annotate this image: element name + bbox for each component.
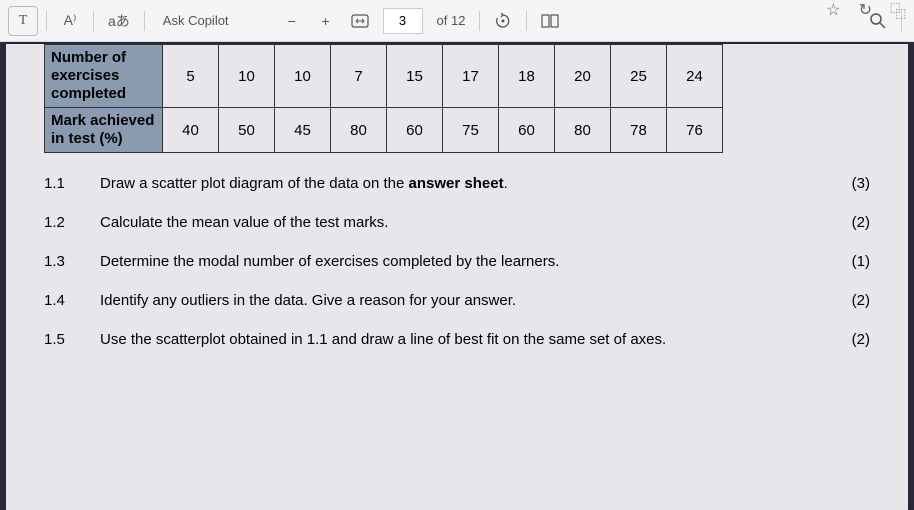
translate-icon: aあ — [108, 11, 130, 31]
table-cell: 76 — [667, 108, 723, 153]
row-header-marks: Mark achieved in test (%) — [45, 108, 163, 153]
separator — [46, 11, 47, 31]
question-item: 1.5 Use the scatterplot obtained in 1.1 … — [44, 329, 870, 350]
fit-icon — [351, 14, 369, 28]
document-page: Number of exercises completed 5 10 10 7 … — [6, 44, 908, 510]
question-marks: (3) — [830, 173, 870, 194]
separator — [144, 11, 145, 31]
question-item: 1.4 Identify any outliers in the data. G… — [44, 290, 870, 311]
star-icon[interactable]: ☆ — [826, 0, 840, 20]
fit-page-button[interactable] — [345, 6, 375, 36]
table-cell: 80 — [331, 108, 387, 153]
table-row: Number of exercises completed 5 10 10 7 … — [45, 45, 723, 108]
table-row: Mark achieved in test (%) 40 50 45 80 60… — [45, 108, 723, 153]
data-table: Number of exercises completed 5 10 10 7 … — [44, 44, 723, 153]
read-aloud-button[interactable]: A⁾ — [55, 6, 85, 36]
question-marks: (2) — [830, 290, 870, 311]
row-header-exercises: Number of exercises completed — [45, 45, 163, 108]
panels-icon[interactable]: ⿻ — [890, 0, 906, 22]
table-cell: 5 — [163, 45, 219, 108]
text-tool-icon: T — [19, 13, 28, 29]
question-number: 1.5 — [44, 329, 100, 350]
table-cell: 75 — [443, 108, 499, 153]
table-cell: 24 — [667, 45, 723, 108]
table-cell: 18 — [499, 45, 555, 108]
question-text: Draw a scatter plot diagram of the data … — [100, 173, 830, 194]
page-view-button[interactable] — [535, 6, 565, 36]
question-text: Identify any outliers in the data. Give … — [100, 290, 830, 311]
table-cell: 17 — [443, 45, 499, 108]
question-text: Calculate the mean value of the test mar… — [100, 212, 830, 233]
question-number: 1.2 — [44, 212, 100, 233]
page-number-input[interactable] — [383, 8, 423, 34]
question-marks: (2) — [830, 329, 870, 350]
question-text: Use the scatterplot obtained in 1.1 and … — [100, 329, 830, 350]
question-item: 1.1 Draw a scatter plot diagram of the d… — [44, 173, 870, 194]
separator — [93, 11, 94, 31]
refresh-icon[interactable]: ↻ — [859, 0, 872, 20]
table-cell: 60 — [499, 108, 555, 153]
translate-button[interactable]: aあ — [102, 6, 136, 36]
page-view-icon — [541, 13, 559, 29]
read-aloud-icon: A⁾ — [64, 12, 77, 29]
pdf-toolbar: T A⁾ aあ Ask Copilot − + of 12 — [0, 0, 914, 42]
table-cell: 15 — [387, 45, 443, 108]
table-cell: 10 — [275, 45, 331, 108]
text-tool-button[interactable]: T — [8, 6, 38, 36]
question-item: 1.2 Calculate the mean value of the test… — [44, 212, 870, 233]
table-cell: 20 — [555, 45, 611, 108]
question-item: 1.3 Determine the modal number of exerci… — [44, 251, 870, 272]
question-marks: (1) — [830, 251, 870, 272]
table-cell: 78 — [611, 108, 667, 153]
copilot-button[interactable]: Ask Copilot — [153, 6, 239, 36]
question-number: 1.3 — [44, 251, 100, 272]
zoom-out-button[interactable]: − — [277, 6, 307, 36]
table-cell: 80 — [555, 108, 611, 153]
table-cell: 60 — [387, 108, 443, 153]
question-text: Determine the modal number of exercises … — [100, 251, 830, 272]
question-number: 1.1 — [44, 173, 100, 194]
table-cell: 40 — [163, 108, 219, 153]
table-cell: 10 — [219, 45, 275, 108]
table-cell: 45 — [275, 108, 331, 153]
questions-list: 1.1 Draw a scatter plot diagram of the d… — [44, 173, 870, 350]
rotate-button[interactable] — [488, 6, 518, 36]
separator — [479, 11, 480, 31]
table-cell: 50 — [219, 108, 275, 153]
page-total-label: of 12 — [431, 13, 472, 28]
question-number: 1.4 — [44, 290, 100, 311]
table-cell: 25 — [611, 45, 667, 108]
browser-top-icons: ☆ ↻ ⿻ — [826, 0, 906, 20]
question-marks: (2) — [830, 212, 870, 233]
zoom-in-button[interactable]: + — [311, 6, 341, 36]
rotate-icon — [495, 13, 511, 29]
separator — [526, 11, 527, 31]
table-cell: 7 — [331, 45, 387, 108]
